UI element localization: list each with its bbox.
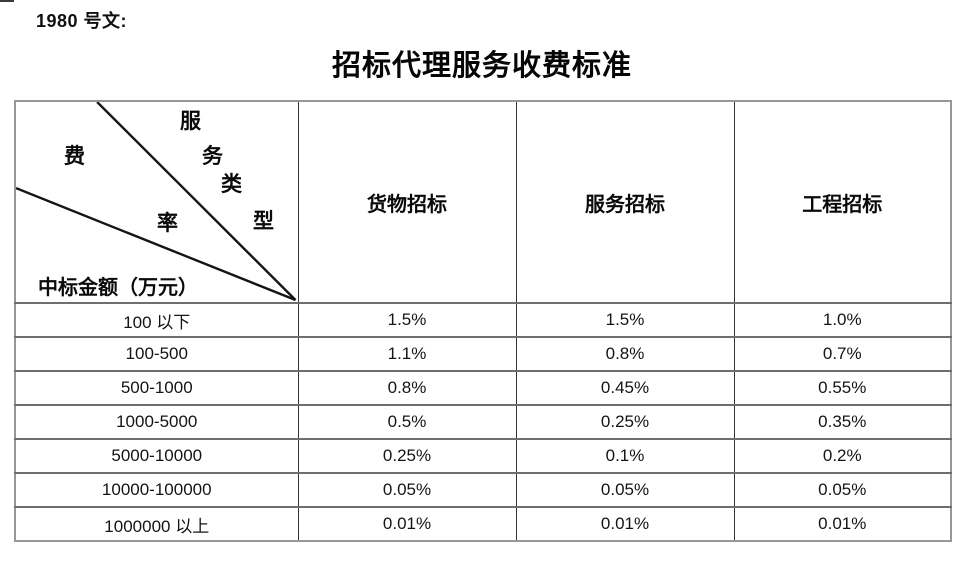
table-row: 100-500 1.1% 0.8% 0.7% [14, 336, 952, 372]
amount-range-cell: 1000-5000 [14, 404, 299, 440]
table-row: 10000-100000 0.05% 0.05% 0.05% [14, 472, 952, 508]
table-row: 1000-5000 0.5% 0.25% 0.35% [14, 404, 952, 440]
goods-rate-cell: 1.1% [297, 336, 517, 372]
goods-rate-cell: 0.5% [297, 404, 517, 440]
column-header-services: 服务招标 [515, 100, 735, 304]
service-type-char: 务 [202, 144, 223, 168]
services-rate-cell: 1.5% [515, 302, 735, 338]
table-row: 1000000 以上 0.01% 0.01% 0.01% [14, 506, 952, 542]
services-rate-cell: 0.1% [515, 438, 735, 474]
fee-rate-char: 费 [64, 144, 85, 168]
goods-rate-cell: 1.5% [297, 302, 517, 338]
works-rate-cell: 1.0% [733, 302, 952, 338]
works-rate-cell: 0.35% [733, 404, 952, 440]
works-rate-cell: 0.55% [733, 370, 952, 406]
page-title: 招标代理服务收费标准 [331, 50, 632, 82]
works-rate-cell: 0.01% [733, 506, 952, 542]
amount-range-cell: 10000-100000 [14, 472, 299, 508]
goods-rate-cell: 0.05% [297, 472, 517, 508]
doc-number: 1980 号文: [36, 11, 128, 31]
screenshot-edge-artifact [0, 0, 14, 2]
table-row: 5000-10000 0.25% 0.1% 0.2% [14, 438, 952, 474]
services-rate-cell: 0.05% [515, 472, 735, 508]
service-type-char: 服 [180, 109, 201, 133]
services-rate-cell: 0.01% [515, 506, 735, 542]
fee-rate-char: 率 [157, 211, 178, 235]
services-rate-cell: 0.45% [515, 370, 735, 406]
amount-axis-label: 中标金额（万元） [38, 277, 198, 299]
amount-range-cell: 100 以下 [14, 302, 299, 338]
works-rate-cell: 0.05% [733, 472, 952, 508]
service-type-char: 型 [253, 209, 274, 233]
header-row: 服 务 类 型 费 率 中标金额（万元） 货物招标 服务招标 工程招标 [14, 100, 952, 304]
works-rate-cell: 0.2% [733, 438, 952, 474]
goods-rate-cell: 0.25% [297, 438, 517, 474]
amount-range-cell: 5000-10000 [14, 438, 299, 474]
services-rate-cell: 0.8% [515, 336, 735, 372]
diagonal-divider-lines [16, 102, 297, 302]
table-row: 100 以下 1.5% 1.5% 1.0% [14, 302, 952, 338]
diagonal-header-cell: 服 务 类 型 费 率 中标金额（万元） [14, 100, 299, 304]
column-header-works: 工程招标 [733, 100, 952, 304]
column-header-goods: 货物招标 [297, 100, 517, 304]
fee-rate-table: 服 务 类 型 费 率 中标金额（万元） 货物招标 服务招标 工程招标 100 … [14, 100, 952, 542]
services-rate-cell: 0.25% [515, 404, 735, 440]
amount-range-cell: 500-1000 [14, 370, 299, 406]
works-rate-cell: 0.7% [733, 336, 952, 372]
service-type-char: 类 [221, 172, 242, 196]
goods-rate-cell: 0.01% [297, 506, 517, 542]
goods-rate-cell: 0.8% [297, 370, 517, 406]
amount-range-cell: 100-500 [14, 336, 299, 372]
table-row: 500-1000 0.8% 0.45% 0.55% [14, 370, 952, 406]
amount-range-cell: 1000000 以上 [14, 506, 299, 542]
